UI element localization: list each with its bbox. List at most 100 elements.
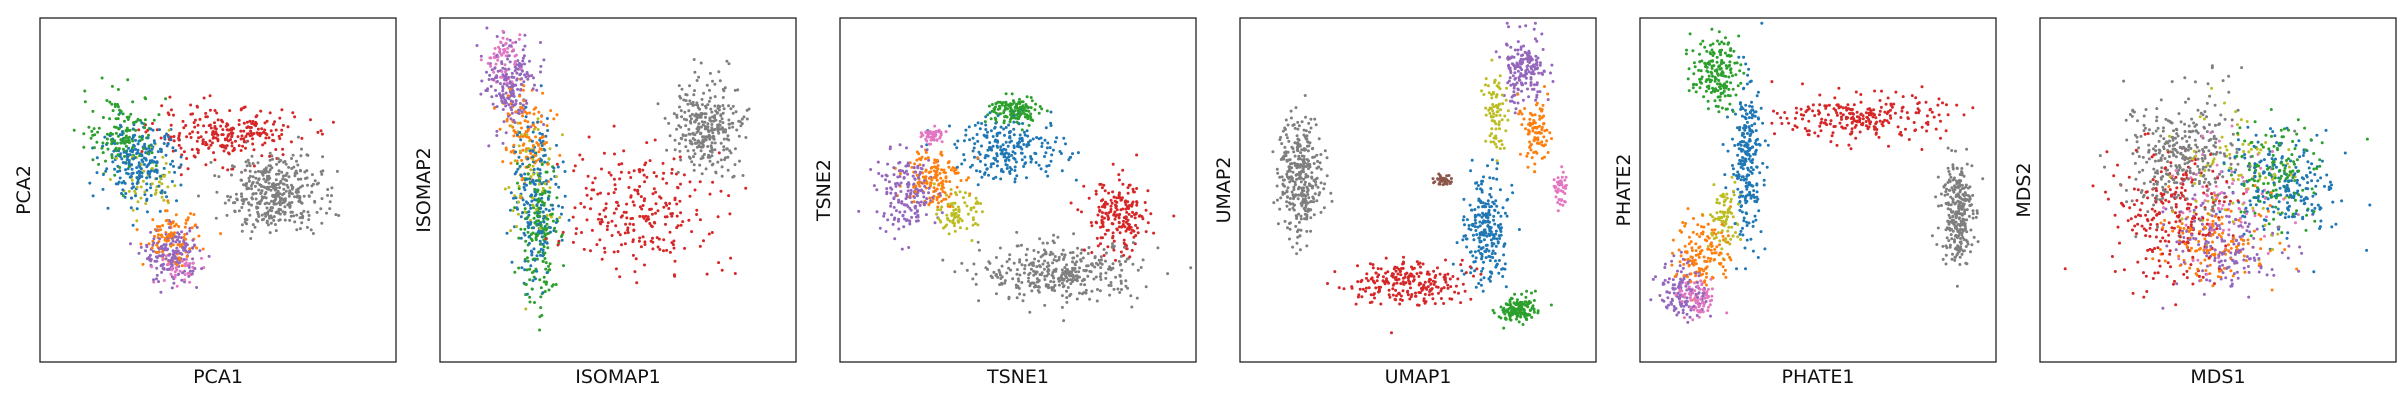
isomap-point-cluster-3 (538, 242, 542, 246)
isomap-point-cluster-4 (530, 139, 534, 143)
tsne-point-cluster-0 (1062, 319, 1066, 323)
isomap-point-cluster-4 (539, 231, 543, 235)
isomap-point-cluster-6 (517, 144, 521, 148)
tsne-point-cluster-5 (1003, 104, 1007, 108)
pca-point-cluster-2 (143, 142, 147, 146)
umap-point-cluster-1 (1461, 282, 1465, 286)
isomap-point-cluster-1 (645, 141, 649, 145)
isomap-point-cluster-1 (585, 193, 589, 197)
tsne-point-cluster-0 (941, 258, 945, 262)
pca-point-cluster-0 (282, 187, 286, 191)
isomap-point-cluster-6 (523, 210, 527, 214)
tsne-point-cluster-3 (885, 187, 889, 191)
tsne-point-cluster-1 (1082, 248, 1086, 252)
tsne-point-cluster-0 (1071, 251, 1075, 254)
tsne-point-cluster-2 (1044, 126, 1048, 130)
tsne-point-cluster-6 (957, 208, 961, 212)
pca-point-cluster-3 (105, 99, 109, 102)
tsne-point-cluster-5 (1008, 120, 1012, 124)
pca-point-cluster-0 (289, 214, 293, 218)
pca-point-cluster-0 (277, 182, 281, 186)
isomap-point-cluster-6 (529, 168, 533, 172)
isomap-point-cluster-3 (552, 169, 556, 173)
pca-point-cluster-6 (135, 219, 139, 223)
isomap-point-cluster-0 (726, 168, 730, 172)
pca-point-cluster-2 (132, 185, 135, 189)
tsne-point-cluster-3 (927, 191, 931, 195)
tsne-point-cluster-6 (952, 208, 956, 212)
isomap-point-cluster-0 (700, 172, 704, 176)
umap-point-cluster-0 (1283, 219, 1287, 223)
isomap-point-cluster-1 (651, 236, 654, 240)
isomap-point-cluster-1 (638, 214, 642, 218)
isomap-point-cluster-0 (726, 155, 730, 159)
isomap-point-cluster-1 (620, 243, 623, 247)
pca-point-cluster-3 (117, 126, 121, 130)
isomap-point-cluster-1 (634, 257, 638, 261)
pca-point-cluster-1 (286, 125, 290, 129)
tsne-point-cluster-2 (1014, 160, 1018, 164)
tsne-point-cluster-3 (872, 184, 876, 188)
tsne-point-cluster-0 (1061, 248, 1065, 252)
tsne-point-cluster-3 (924, 213, 928, 217)
tsne-point-cluster-1 (1117, 173, 1121, 177)
isomap-point-cluster-0 (686, 102, 690, 106)
isomap-point-cluster-0 (728, 149, 732, 153)
isomap-point-cluster-0 (680, 115, 684, 119)
isomap-point-cluster-0 (708, 159, 712, 163)
isomap-point-cluster-0 (736, 88, 740, 92)
pca-point-cluster-7 (191, 261, 195, 265)
umap-point-cluster-0 (1286, 123, 1290, 127)
isomap-point-cluster-4 (555, 143, 558, 147)
umap-point-cluster-0 (1293, 154, 1297, 158)
pca-point-cluster-4 (179, 236, 183, 240)
tsne-point-cluster-0 (1031, 261, 1035, 265)
pca-point-cluster-7 (164, 254, 168, 258)
tsne-point-cluster-5 (1021, 100, 1025, 104)
pca-point-cluster-3 (91, 109, 95, 113)
tsne-point-cluster-2 (1012, 120, 1016, 124)
tsne-point-cluster-0 (1095, 299, 1099, 303)
isomap-point-cluster-5 (512, 134, 516, 138)
isomap-point-cluster-1 (679, 211, 683, 215)
tsne-point-cluster-3 (882, 214, 886, 218)
isomap-point-cluster-6 (517, 184, 521, 188)
isomap-point-cluster-4 (548, 226, 552, 230)
isomap-point-cluster-1 (656, 245, 660, 249)
pca-point-cluster-0 (244, 160, 248, 164)
isomap-point-cluster-2 (503, 67, 507, 71)
umap-point-cluster-0 (1299, 217, 1303, 221)
tsne-point-cluster-0 (1104, 271, 1108, 275)
pca-point-cluster-1 (259, 109, 263, 113)
isomap-point-cluster-3 (539, 306, 543, 310)
isomap-point-cluster-1 (589, 197, 593, 201)
tsne-point-cluster-1 (1106, 245, 1110, 249)
tsne-point-cluster-3 (911, 174, 915, 178)
pca-point-cluster-0 (293, 195, 297, 199)
tsne-point-cluster-4 (928, 196, 932, 200)
umap-point-cluster-0 (1299, 163, 1303, 166)
pca-point-cluster-0 (250, 154, 254, 158)
isomap-point-cluster-7 (501, 36, 505, 40)
tsne-point-cluster-5 (1021, 104, 1025, 108)
pca-point-cluster-0 (284, 162, 288, 166)
isomap-point-cluster-4 (530, 253, 534, 257)
tsne-point-cluster-0 (1099, 278, 1103, 281)
isomap-point-cluster-0 (713, 114, 717, 118)
isomap-point-cluster-1 (618, 177, 622, 181)
tsne-point-cluster-2 (972, 146, 976, 150)
pca-point-cluster-2 (135, 182, 139, 185)
tsne-point-cluster-3 (925, 197, 929, 201)
pca-point-cluster-0 (274, 229, 278, 233)
pca-point-cluster-1 (237, 123, 241, 127)
pca-point-cluster-5 (156, 225, 159, 228)
tsne-point-cluster-0 (1045, 274, 1049, 278)
isomap-point-cluster-3 (542, 202, 546, 206)
tsne-point-cluster-0 (1108, 293, 1112, 297)
isomap-point-cluster-3 (540, 163, 544, 166)
tsne-point-cluster-1 (1135, 203, 1139, 207)
tsne-point-cluster-6 (958, 226, 962, 230)
umap-point-cluster-7 (1560, 175, 1564, 179)
tsne-point-cluster-2 (1037, 163, 1041, 167)
isomap-point-cluster-2 (514, 83, 518, 87)
